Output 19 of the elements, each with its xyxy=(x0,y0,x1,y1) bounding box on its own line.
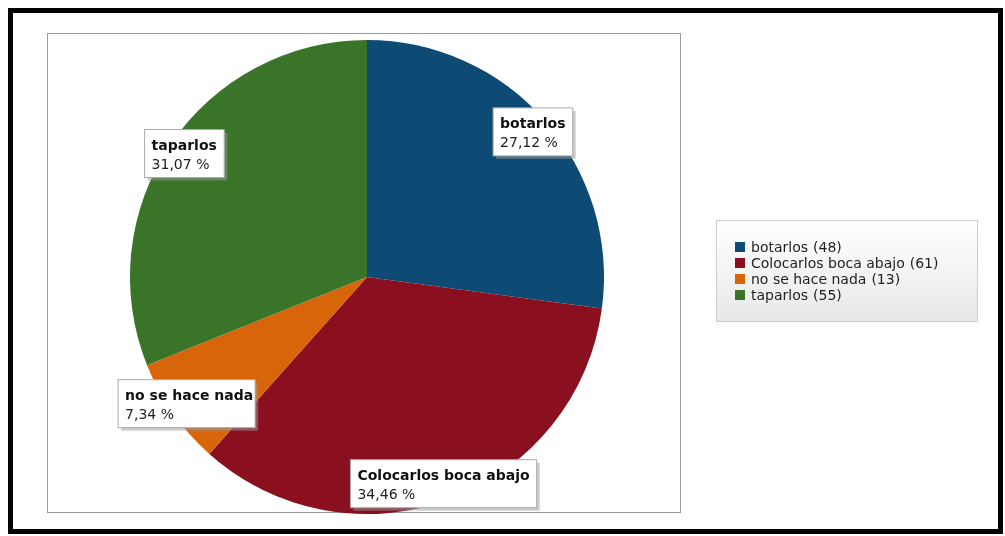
text: (55) xyxy=(813,287,842,303)
legend-label: Colocarlos boca abajo xyxy=(751,255,905,271)
legend-label: taparlos xyxy=(751,287,809,303)
data-label: 7,34 % xyxy=(125,405,175,422)
pie-slice xyxy=(367,40,604,309)
text: (61) xyxy=(909,255,939,271)
data-label: 34,46 % xyxy=(357,485,416,502)
slice-label: botarlos xyxy=(500,114,566,131)
slice-label: Colocarlos boca abajo xyxy=(357,466,531,483)
slice-label: taparlos xyxy=(151,136,217,153)
legend-label: botarlos xyxy=(751,239,809,255)
legend-label: no se hace nada xyxy=(751,271,867,287)
data-label: 31,07 % xyxy=(151,155,210,172)
text: (13) xyxy=(871,271,901,287)
slice-label: no se hace nada xyxy=(125,386,254,403)
data-label: 27,12 % xyxy=(500,133,558,150)
text: (48) xyxy=(813,239,842,255)
pie-slice xyxy=(130,40,367,366)
pie-slice xyxy=(209,277,602,514)
